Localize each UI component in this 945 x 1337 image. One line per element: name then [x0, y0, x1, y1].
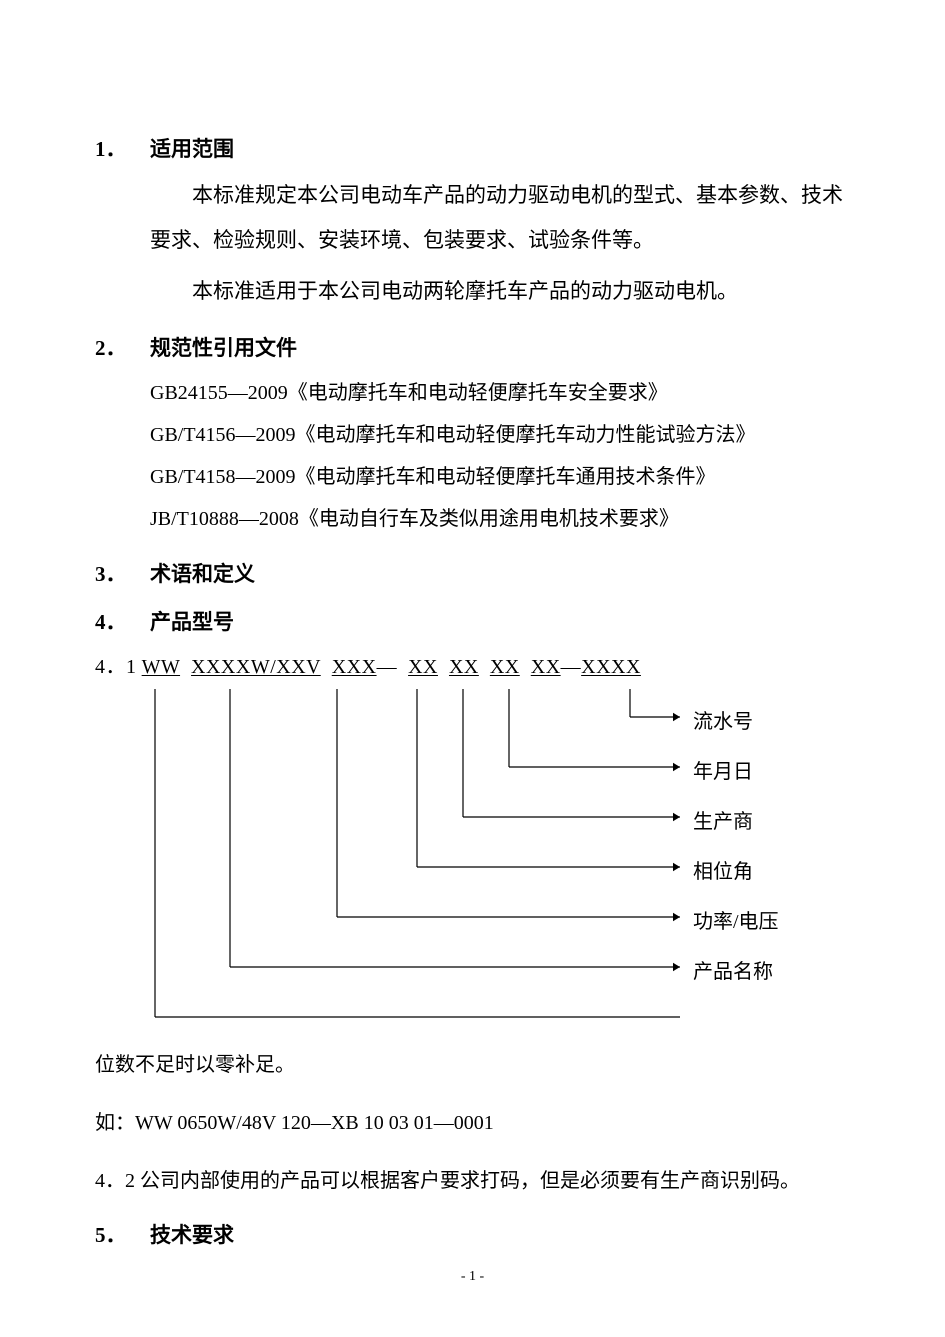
- code-seg-date-2: XX: [490, 656, 520, 678]
- heading-terms: 3． 术语和定义: [95, 558, 850, 588]
- model-code-line: 4．1 WW XXXXW/XXV XXX— XX XX XX XX—XXXX: [95, 650, 850, 679]
- heading-num: 1．: [95, 133, 150, 163]
- seg-gap: [479, 656, 490, 678]
- heading-title: 技术要求: [150, 1219, 850, 1249]
- code-seg-power-voltage: XXXXW/XXV: [191, 656, 321, 678]
- reference-item: JB/T10888—2008《电动自行车及类似用途用电机技术要求》: [150, 498, 850, 540]
- code-seg-manufacturer: XX: [408, 656, 438, 678]
- heading-num: 2．: [95, 332, 150, 362]
- diagram-label-serial: 流水号: [693, 705, 753, 734]
- seg-gap: [321, 656, 332, 678]
- model-prefix: 4．1: [95, 656, 142, 678]
- heading-title: 适用范围: [150, 133, 850, 163]
- seg-gap: [397, 656, 408, 678]
- reference-item: GB/T4156—2009《电动摩托车和电动轻便摩托车动力性能试验方法》: [150, 414, 850, 456]
- para-scope-1: 本标准规定本公司电动车产品的动力驱动电机的型式、基本参数、技术要求、检验规则、安…: [150, 173, 850, 263]
- heading-references: 2． 规范性引用文件: [95, 332, 850, 362]
- heading-model: 4． 产品型号: [95, 606, 850, 636]
- document-page: 1． 适用范围 本标准规定本公司电动车产品的动力驱动电机的型式、基本参数、技术要…: [0, 0, 945, 1249]
- heading-num: 3．: [95, 558, 150, 588]
- heading-tech-req: 5． 技术要求: [95, 1219, 850, 1249]
- code-seg-date-3: XX: [531, 656, 561, 678]
- code-seg-serial: XXXX: [581, 656, 641, 678]
- heading-num: 4．: [95, 606, 150, 636]
- reference-item: GB24155—2009《电动摩托车和电动轻便摩托车安全要求》: [150, 372, 850, 414]
- model-code-diagram: 流水号 年月日 生产商 相位角 功率/电压 产品名称: [95, 687, 855, 1027]
- diagram-label-product: 产品名称: [693, 955, 773, 984]
- seg-gap: [438, 656, 449, 678]
- seg-dash: —: [377, 656, 398, 678]
- example-code: 如：WW 0650W/48V 120—XB 10 03 01—0001: [95, 1103, 850, 1143]
- seg-gap: [180, 656, 191, 678]
- diagram-label-date: 年月日: [693, 755, 753, 784]
- code-seg-phase: XXX: [332, 656, 377, 678]
- note-internal-code: 4．2 公司内部使用的产品可以根据客户要求打码，但是必须要有生产商识别码。: [95, 1161, 850, 1201]
- seg-dash: —: [561, 656, 582, 678]
- diagram-label-maker: 生产商: [693, 805, 753, 834]
- diagram-label-power: 功率/电压: [693, 905, 779, 934]
- seg-gap: [520, 656, 531, 678]
- heading-title: 术语和定义: [150, 558, 850, 588]
- note-zero-pad: 位数不足时以零补足。: [95, 1045, 850, 1085]
- heading-title: 规范性引用文件: [150, 332, 850, 362]
- reference-item: GB/T4158—2009《电动摩托车和电动轻便摩托车通用技术条件》: [150, 456, 850, 498]
- para-scope-2: 本标准适用于本公司电动两轮摩托车产品的动力驱动电机。: [150, 269, 850, 314]
- page-number: - 1 -: [0, 1269, 945, 1285]
- code-seg-product-name: WW: [142, 656, 180, 678]
- heading-scope: 1． 适用范围: [95, 133, 850, 163]
- heading-title: 产品型号: [150, 606, 850, 636]
- diagram-label-phase: 相位角: [693, 855, 753, 884]
- code-seg-date-1: XX: [449, 656, 479, 678]
- heading-num: 5．: [95, 1219, 150, 1249]
